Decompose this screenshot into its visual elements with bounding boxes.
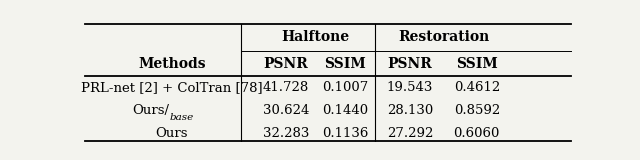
Text: 41.728: 41.728 [262, 81, 309, 94]
Text: 0.1007: 0.1007 [322, 81, 369, 94]
Text: PRL-net [2] + ColTran [78]: PRL-net [2] + ColTran [78] [81, 81, 262, 94]
Text: PSNR: PSNR [387, 56, 432, 71]
Text: 30.624: 30.624 [262, 104, 309, 117]
Text: 0.1440: 0.1440 [323, 104, 369, 117]
Text: 32.283: 32.283 [262, 127, 309, 140]
Text: 0.6060: 0.6060 [454, 127, 500, 140]
Text: Methods: Methods [138, 56, 205, 71]
Text: 0.8592: 0.8592 [454, 104, 500, 117]
Text: Restoration: Restoration [398, 30, 489, 44]
Text: 0.1136: 0.1136 [322, 127, 369, 140]
Text: Ours: Ours [156, 127, 188, 140]
Text: 28.130: 28.130 [387, 104, 433, 117]
Text: SSIM: SSIM [456, 56, 498, 71]
Text: SSIM: SSIM [324, 56, 366, 71]
Text: 0.4612: 0.4612 [454, 81, 500, 94]
Text: Halftone: Halftone [282, 30, 349, 44]
Text: PSNR: PSNR [264, 56, 308, 71]
Text: 27.292: 27.292 [387, 127, 433, 140]
Text: 19.543: 19.543 [387, 81, 433, 94]
Text: base: base [169, 113, 193, 122]
Text: Ours/: Ours/ [132, 104, 169, 117]
